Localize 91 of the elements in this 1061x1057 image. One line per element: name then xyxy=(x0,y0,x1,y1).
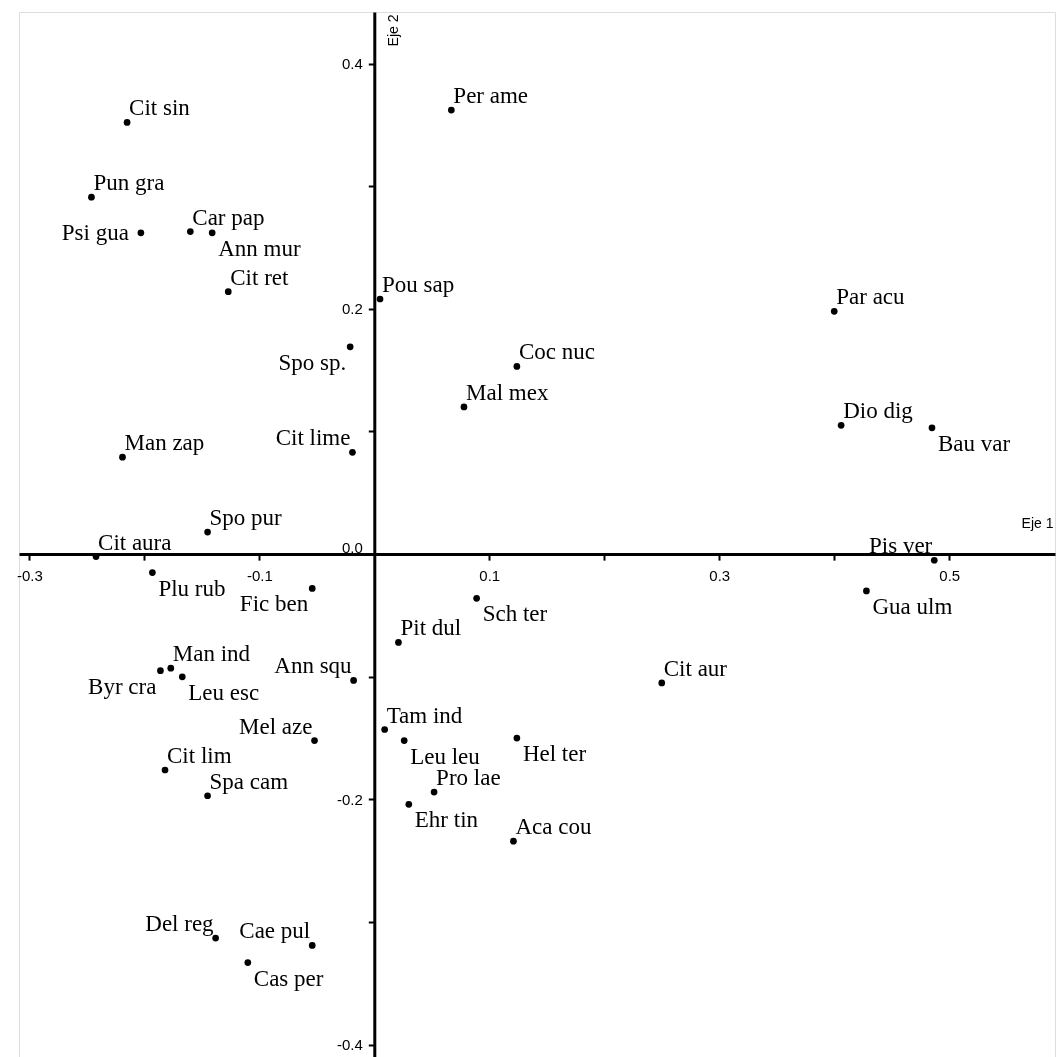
annotation: Ann squ xyxy=(274,653,353,679)
annotation: Cit sin xyxy=(129,95,191,121)
point xyxy=(395,639,402,646)
annotation: Psi gua xyxy=(61,219,129,245)
point xyxy=(212,934,219,942)
point xyxy=(349,448,356,456)
y-tick-label: 0.2 xyxy=(341,300,363,318)
point xyxy=(178,673,186,681)
annotation: Car pap xyxy=(192,204,265,230)
y-tick-label: 0.0 xyxy=(341,538,363,556)
x-tick-label: -0.1 xyxy=(246,566,273,584)
point xyxy=(157,667,164,674)
annotation: Cit lim xyxy=(167,742,232,768)
annotation: Pit dul xyxy=(400,615,462,641)
annotation: Pun gra xyxy=(93,170,165,196)
x-tick-label: -0.3 xyxy=(16,566,43,584)
annotation: Cit aur xyxy=(663,655,728,681)
annotation: Spa cam xyxy=(209,768,289,794)
point xyxy=(123,119,131,126)
point xyxy=(244,959,252,966)
x-tick-label: 0.5 xyxy=(939,566,961,584)
point xyxy=(204,528,211,536)
annotation: Plu rub xyxy=(158,575,226,601)
point xyxy=(204,792,211,800)
point xyxy=(346,343,354,351)
annotation: Mel aze xyxy=(239,713,313,739)
point xyxy=(513,363,521,370)
annotation: Tam ind xyxy=(386,702,463,728)
point xyxy=(830,307,838,315)
point xyxy=(928,424,936,432)
point xyxy=(208,229,216,237)
annotation: Ehr tin xyxy=(414,807,479,833)
y-axis-title: Eje 2 xyxy=(384,14,401,47)
point xyxy=(658,679,666,687)
x-tick-label: 0.1 xyxy=(479,566,501,584)
point xyxy=(405,800,413,808)
annotation: Leu esc xyxy=(188,679,260,705)
annotation: Ann mur xyxy=(218,235,301,261)
annotation: Pou sap xyxy=(382,272,455,298)
x-tick-label: 0.3 xyxy=(709,566,731,584)
point xyxy=(430,788,438,796)
point xyxy=(167,664,175,672)
point xyxy=(137,229,145,237)
annotation: Cae pul xyxy=(239,918,311,944)
annotation: Aca cou xyxy=(515,814,592,840)
point xyxy=(376,295,384,303)
y-tick-label: -0.2 xyxy=(336,790,363,808)
annotation: Fic ben xyxy=(239,591,309,617)
annotation: Byr cra xyxy=(88,673,157,699)
point xyxy=(510,837,517,845)
point xyxy=(308,942,316,949)
annotation: Man zap xyxy=(124,430,205,456)
point xyxy=(308,585,316,592)
annotation: Hel ter xyxy=(522,741,587,767)
annotation: Pis ver xyxy=(869,533,933,559)
point xyxy=(119,453,126,461)
point xyxy=(863,587,870,595)
y-tick-label: -0.4 xyxy=(336,1036,363,1054)
annotation: Bau var xyxy=(937,430,1011,456)
point xyxy=(149,569,156,576)
annotation: Cas per xyxy=(253,965,324,991)
annotation: Par acu xyxy=(836,284,906,310)
point xyxy=(311,737,318,744)
point xyxy=(400,737,408,744)
annotation: Spo pur xyxy=(209,505,283,531)
annotation: Dio dig xyxy=(843,398,914,424)
annotation: Cit lime xyxy=(275,425,351,451)
point xyxy=(460,403,468,411)
annotation: Sch ter xyxy=(482,601,548,627)
point xyxy=(88,193,95,201)
point xyxy=(513,734,521,742)
point xyxy=(930,556,938,564)
x-axis-title: Eje 1 xyxy=(1021,514,1054,531)
point xyxy=(447,106,455,114)
point xyxy=(350,677,357,684)
annotation: Coc nuc xyxy=(518,339,595,365)
point xyxy=(473,594,480,602)
point xyxy=(381,726,388,733)
annotation: Per ame xyxy=(453,83,529,109)
y-tick-label: 0.4 xyxy=(341,55,363,73)
point xyxy=(161,766,169,774)
point xyxy=(837,421,845,429)
annotation: Cit ret xyxy=(230,264,290,290)
annotation: Spo sp. xyxy=(278,349,347,375)
annotation: Del reg xyxy=(145,911,215,937)
point xyxy=(224,288,232,295)
annotation: Gua ulm xyxy=(872,593,953,619)
annotation: Man ind xyxy=(172,641,251,667)
annotation: Cit aura xyxy=(98,529,172,555)
annotation: Mal mex xyxy=(465,379,549,405)
point xyxy=(186,228,194,235)
